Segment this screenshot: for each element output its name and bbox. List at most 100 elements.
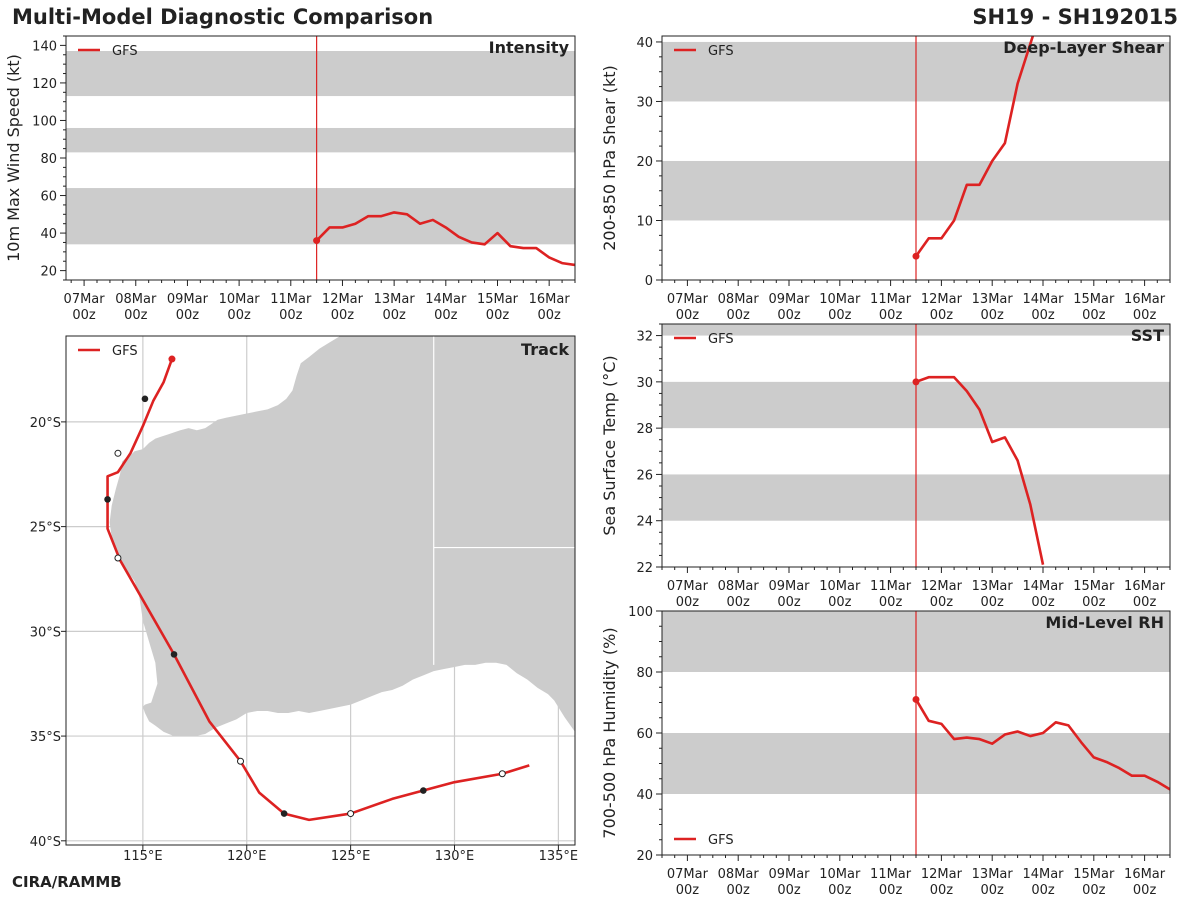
x-tick-label: 00z bbox=[1133, 883, 1157, 898]
x-tick-label: 07Mar bbox=[64, 292, 106, 307]
x-tick-label: 00z bbox=[828, 883, 852, 898]
y-axis-label: 700-500 hPa Humidity (%) bbox=[600, 627, 619, 838]
lon-tick-label: 120°E bbox=[227, 849, 267, 864]
y-tick-label: 32 bbox=[636, 330, 653, 345]
x-tick-label: 00z bbox=[1031, 883, 1055, 898]
y-tick-label: 22 bbox=[636, 561, 653, 576]
x-tick-label: 00z bbox=[1031, 308, 1055, 323]
x-tick-label: 00z bbox=[930, 883, 954, 898]
track-daily-marker bbox=[141, 395, 149, 403]
x-tick-label: 07Mar bbox=[667, 867, 709, 882]
x-tick-label: 08Mar bbox=[115, 292, 157, 307]
y-tick-label: 20 bbox=[40, 265, 57, 280]
y-axis-label: 10m Max Wind Speed (kt) bbox=[4, 54, 23, 262]
lat-tick-label: 25°S bbox=[30, 521, 61, 536]
series-line-gfs bbox=[914, 36, 1035, 257]
track-12h-marker bbox=[237, 757, 245, 765]
y-tick-label: 0 bbox=[645, 274, 653, 289]
plot-area bbox=[662, 36, 1170, 280]
x-tick-label: 00z bbox=[777, 595, 801, 610]
x-tick-label: 07Mar bbox=[667, 579, 709, 594]
y-tick-label: 20 bbox=[636, 155, 653, 170]
x-tick-label: 00z bbox=[72, 308, 96, 323]
x-tick-label: 00z bbox=[727, 308, 751, 323]
storm-id: SH19 - SH192015 bbox=[972, 5, 1178, 29]
x-tick-label: 00z bbox=[879, 308, 903, 323]
lon-tick-label: 125°E bbox=[331, 849, 371, 864]
x-tick-label: 08Mar bbox=[718, 579, 760, 594]
figure-title: Multi-Model Diagnostic Comparison bbox=[12, 5, 434, 29]
x-tick-label: 11Mar bbox=[870, 867, 912, 882]
shade-band bbox=[66, 51, 575, 97]
y-tick-label: 24 bbox=[636, 515, 653, 530]
y-tick-label: 40 bbox=[636, 788, 653, 803]
x-tick-label: 15Mar bbox=[477, 292, 519, 307]
y-tick-label: 30 bbox=[636, 376, 653, 391]
credit-label: CIRA/RAMMB bbox=[12, 873, 122, 891]
x-tick-label: 09Mar bbox=[768, 579, 810, 594]
legend-label: GFS bbox=[708, 44, 734, 59]
track-start-point bbox=[168, 355, 176, 363]
x-tick-label: 10Mar bbox=[819, 867, 861, 882]
x-tick-label: 00z bbox=[828, 595, 852, 610]
x-tick-label: 10Mar bbox=[819, 292, 861, 307]
map-frame bbox=[65, 335, 576, 846]
x-tick-label: 14Mar bbox=[425, 292, 467, 307]
x-tick-label: 14Mar bbox=[1022, 579, 1064, 594]
x-tick-label: 00z bbox=[1082, 883, 1106, 898]
y-axis-label: 200-850 hPa Shear (kt) bbox=[600, 65, 619, 251]
shade-band bbox=[66, 127, 575, 153]
x-tick-label: 00z bbox=[828, 308, 852, 323]
series-line-gfs bbox=[315, 211, 575, 267]
chart-title: SST bbox=[1131, 326, 1164, 345]
track-12h-marker bbox=[498, 770, 506, 778]
y-tick-label: 100 bbox=[628, 605, 653, 620]
y-tick-label: 80 bbox=[40, 152, 57, 167]
series-line-gfs bbox=[915, 375, 1045, 565]
initial-point bbox=[912, 252, 920, 260]
y-tick-label: 100 bbox=[32, 114, 57, 129]
chart-title: Intensity bbox=[489, 38, 570, 57]
y-tick-label: 30 bbox=[636, 95, 653, 110]
x-tick-label: 12Mar bbox=[921, 867, 963, 882]
chart-shear: 01020304007Mar00z08Mar00z09Mar00z10Mar00… bbox=[600, 35, 1171, 323]
x-tick-label: 16Mar bbox=[529, 292, 571, 307]
x-tick-label: 07Mar bbox=[667, 292, 709, 307]
x-tick-label: 00z bbox=[486, 308, 510, 323]
track-daily-marker bbox=[420, 787, 427, 794]
lat-tick-label: 35°S bbox=[30, 730, 61, 745]
lon-tick-label: 130°E bbox=[435, 849, 475, 864]
y-tick-label: 60 bbox=[636, 727, 653, 742]
legend-label: GFS bbox=[112, 344, 138, 359]
lat-tick-label: 30°S bbox=[30, 625, 61, 640]
x-tick-label: 11Mar bbox=[870, 579, 912, 594]
y-tick-label: 28 bbox=[636, 422, 653, 437]
y-tick-label: 10 bbox=[636, 214, 653, 229]
legend-label: GFS bbox=[112, 44, 138, 59]
x-tick-label: 00z bbox=[331, 308, 355, 323]
x-tick-label: 00z bbox=[879, 883, 903, 898]
x-tick-label: 00z bbox=[124, 308, 148, 323]
track-12h-marker bbox=[114, 449, 122, 457]
y-tick-label: 40 bbox=[40, 227, 57, 242]
chart-track: 115°E 120°E 125°E 130°E 135°E 20°S 25°S 30°S 35°… bbox=[30, 335, 578, 864]
track-12h-marker bbox=[347, 810, 355, 818]
track-daily-marker bbox=[104, 496, 111, 503]
y-tick-label: 120 bbox=[32, 77, 57, 92]
y-tick-label: 80 bbox=[636, 666, 653, 681]
x-tick-label: 00z bbox=[930, 308, 954, 323]
x-tick-label: 14Mar bbox=[1022, 867, 1064, 882]
chart-intensity: 2040608010012014007Mar00z08Mar00z09Mar00… bbox=[4, 35, 576, 323]
x-tick-label: 00z bbox=[1082, 595, 1106, 610]
initial-point bbox=[912, 695, 920, 703]
x-tick-label: 09Mar bbox=[768, 867, 810, 882]
initial-point bbox=[313, 237, 321, 245]
x-tick-label: 09Mar bbox=[167, 292, 209, 307]
x-tick-label: 00z bbox=[930, 595, 954, 610]
x-tick-label: 09Mar bbox=[768, 292, 810, 307]
x-tick-label: 00z bbox=[879, 595, 903, 610]
x-tick-label: 00z bbox=[727, 883, 751, 898]
y-tick-label: 140 bbox=[32, 39, 57, 54]
x-tick-label: 15Mar bbox=[1073, 867, 1115, 882]
